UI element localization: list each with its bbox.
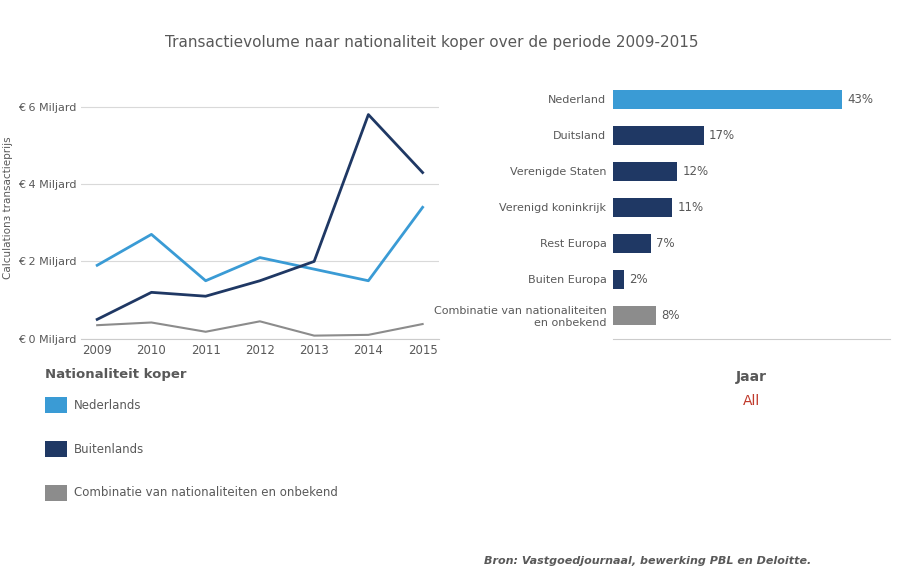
- Y-axis label: Calculationз transactieprijs: Calculationз transactieprijs: [4, 136, 13, 279]
- Bar: [613, 198, 672, 217]
- Text: 2%: 2%: [629, 273, 648, 286]
- Text: 43%: 43%: [848, 93, 874, 106]
- Text: Buitenlands: Buitenlands: [74, 443, 144, 456]
- Text: 17%: 17%: [709, 129, 735, 142]
- Text: 7%: 7%: [656, 237, 674, 250]
- Text: 11%: 11%: [677, 201, 703, 214]
- Text: 8%: 8%: [662, 309, 680, 322]
- Text: Bron: Vastgoedjournaal, bewerking PBL en Deloitte.: Bron: Vastgoedjournaal, bewerking PBL en…: [484, 557, 811, 566]
- Text: All: All: [743, 394, 761, 408]
- Text: Nederlands: Nederlands: [74, 399, 141, 412]
- Text: 12%: 12%: [682, 165, 708, 178]
- Text: Jaar: Jaar: [736, 370, 767, 384]
- Text: Combinatie van nationaliteiten en onbekend: Combinatie van nationaliteiten en onbeke…: [74, 486, 338, 499]
- Text: Nationaliteit koper: Nationaliteit koper: [45, 368, 186, 381]
- Bar: [613, 306, 656, 325]
- Bar: [613, 162, 677, 180]
- Text: Transactievolume naar nationaliteit koper over de periode 2009-2015: Transactievolume naar nationaliteit kope…: [165, 35, 699, 50]
- Bar: [613, 270, 624, 288]
- Bar: [613, 90, 842, 109]
- Bar: [613, 126, 704, 145]
- Bar: [613, 234, 651, 253]
